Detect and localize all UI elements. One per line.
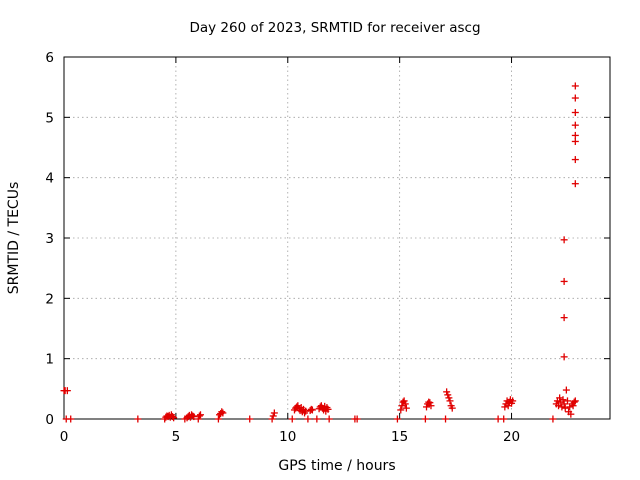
- data-point: [567, 410, 575, 418]
- data-point: [559, 396, 567, 404]
- data-point: [500, 415, 508, 423]
- y-tick-label: 4: [45, 171, 54, 187]
- y-tick-label: 0: [45, 412, 54, 428]
- data-point: [324, 405, 332, 413]
- data-point: [562, 386, 570, 394]
- data-point: [563, 397, 571, 405]
- y-tick-label: 2: [45, 291, 54, 307]
- x-tick-label: 10: [279, 429, 296, 445]
- data-point: [393, 415, 401, 423]
- data-point: [571, 109, 579, 117]
- data-point: [571, 82, 579, 90]
- data-point: [560, 277, 568, 285]
- x-axis-label: GPS time / hours: [278, 458, 395, 474]
- data-point: [555, 402, 563, 410]
- data-point: [421, 415, 429, 423]
- y-tick-label: 5: [45, 110, 54, 126]
- data-point: [134, 415, 142, 423]
- data-point: [560, 353, 568, 361]
- data-point: [443, 388, 451, 396]
- x-tick-label: 20: [503, 429, 520, 445]
- data-point: [560, 236, 568, 244]
- data-point: [170, 414, 178, 422]
- x-tick-label: 5: [172, 429, 181, 445]
- data-point: [569, 402, 577, 410]
- data-point: [571, 397, 579, 405]
- data-point: [288, 415, 296, 423]
- data-point: [501, 403, 509, 411]
- data-point: [571, 94, 579, 102]
- data-point: [169, 413, 177, 421]
- data-point: [63, 387, 71, 395]
- data-point: [426, 399, 434, 407]
- data-point: [446, 397, 454, 405]
- data-point: [353, 415, 361, 423]
- data-point: [571, 156, 579, 164]
- y-tick-label: 1: [45, 352, 54, 368]
- data-point: [195, 412, 203, 420]
- data-point: [445, 394, 453, 402]
- points-layer: [60, 82, 579, 423]
- data-point: [423, 403, 431, 411]
- data-point: [194, 415, 202, 423]
- data-point: [197, 411, 204, 419]
- data-point: [571, 131, 579, 139]
- data-point: [427, 402, 435, 410]
- data-point: [67, 415, 75, 423]
- grid-layer: [64, 57, 610, 419]
- data-point: [325, 415, 333, 423]
- data-point: [304, 415, 312, 423]
- data-point: [400, 397, 408, 405]
- data-point: [268, 415, 276, 423]
- data-point: [444, 391, 452, 399]
- y-tick-label: 3: [45, 231, 54, 247]
- data-point: [308, 406, 316, 414]
- data-point: [214, 415, 222, 423]
- data-point: [218, 408, 226, 416]
- data-point: [571, 121, 579, 129]
- x-tick-label: 15: [391, 429, 408, 445]
- data-point: [442, 415, 450, 423]
- data-point: [269, 412, 277, 420]
- data-point: [246, 415, 254, 423]
- data-point: [219, 409, 227, 417]
- data-point: [571, 180, 579, 188]
- data-point: [560, 400, 568, 408]
- data-point: [402, 404, 410, 412]
- data-point: [397, 406, 405, 414]
- y-tick-label: 6: [45, 50, 54, 66]
- plot-frame: [63, 56, 611, 420]
- data-point: [571, 137, 579, 145]
- data-point: [401, 400, 409, 408]
- data-point: [570, 398, 578, 406]
- data-point: [270, 409, 278, 417]
- data-point: [313, 415, 321, 423]
- data-point: [560, 314, 568, 322]
- data-point: [509, 397, 517, 405]
- data-point: [448, 404, 456, 412]
- chart-title: Day 260 of 2023, SRMTID for receiver asc…: [189, 20, 480, 36]
- y-axis-label: SRMTID / TECUs: [6, 182, 22, 295]
- data-point: [561, 404, 569, 412]
- x-tick-label: 0: [60, 429, 69, 445]
- data-point: [549, 415, 557, 423]
- ticks-layer: 0 5 10 15 20 0 1 2 3 4 5 6: [45, 50, 610, 445]
